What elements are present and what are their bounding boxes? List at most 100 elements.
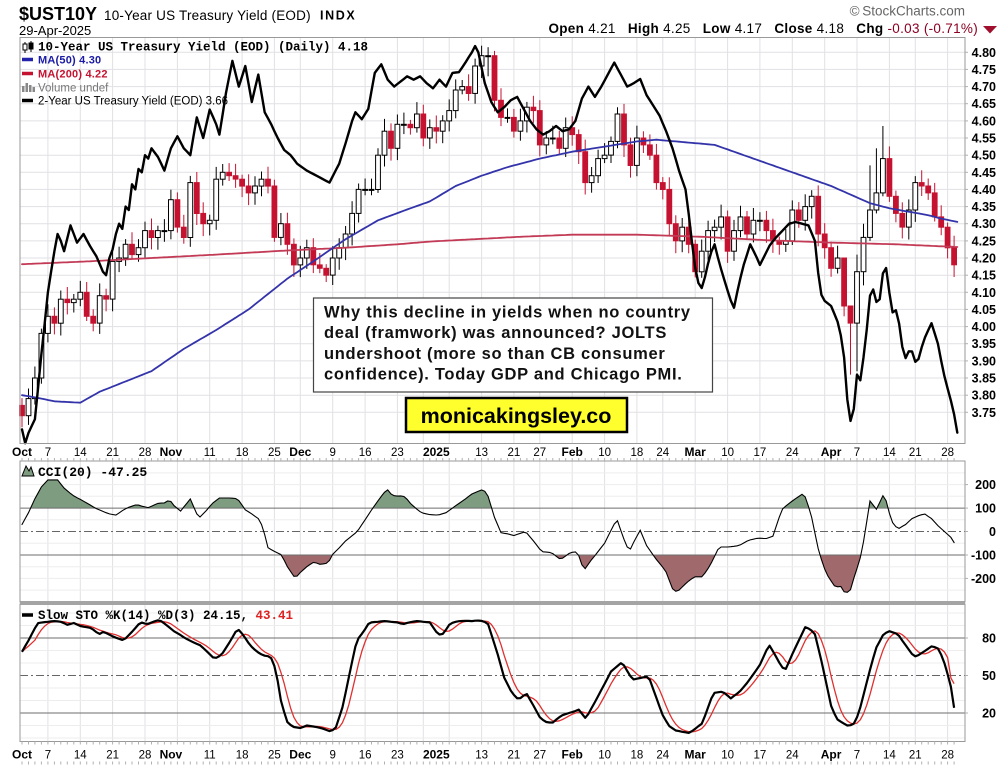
svg-text:4.40: 4.40 — [972, 183, 996, 197]
svg-text:Apr: Apr — [821, 445, 842, 459]
svg-text:4.50: 4.50 — [972, 149, 996, 163]
svg-text:Mar: Mar — [685, 748, 707, 762]
svg-text:Dec: Dec — [289, 445, 311, 459]
svg-text:21: 21 — [106, 447, 119, 459]
svg-text:3.90: 3.90 — [972, 354, 996, 368]
svg-text:18: 18 — [236, 447, 249, 459]
svg-text:13: 13 — [475, 750, 488, 762]
svg-text:monicakingsley.co: monicakingsley.co — [421, 404, 612, 428]
svg-text:11: 11 — [204, 750, 216, 762]
svg-text:10: 10 — [721, 750, 734, 762]
svg-text:200: 200 — [975, 478, 996, 492]
svg-text:4.05: 4.05 — [972, 303, 996, 317]
svg-text:4.75: 4.75 — [972, 63, 996, 77]
svg-text:Feb: Feb — [562, 445, 583, 459]
svg-text:Nov: Nov — [160, 748, 183, 762]
svg-text:11: 11 — [204, 447, 216, 459]
svg-text:28: 28 — [139, 750, 152, 762]
svg-text:7: 7 — [45, 447, 51, 459]
svg-text:Open 4.21 High 4.25 Low 4.: Open 4.21 High 4.25 Low 4.17 Close 4.18 … — [548, 21, 978, 36]
svg-text:7: 7 — [854, 750, 860, 762]
svg-text:-200: -200 — [971, 572, 996, 586]
svg-text:21: 21 — [909, 750, 922, 762]
svg-text:100: 100 — [975, 502, 996, 516]
svg-text:27: 27 — [533, 750, 546, 762]
svg-text:50: 50 — [982, 669, 996, 683]
svg-text:Volume undef: Volume undef — [38, 83, 109, 95]
svg-text:Why this decline in yields whe: Why this decline in yields when no count… — [324, 304, 691, 322]
svg-text:14: 14 — [74, 447, 87, 459]
svg-text:14: 14 — [883, 750, 896, 762]
svg-text:7: 7 — [854, 447, 860, 459]
svg-text:21: 21 — [508, 447, 521, 459]
svg-text:20: 20 — [982, 707, 996, 721]
svg-text:9: 9 — [329, 750, 335, 762]
svg-text:2025: 2025 — [423, 445, 450, 459]
svg-text:3.95: 3.95 — [972, 337, 996, 351]
svg-text:21: 21 — [508, 750, 521, 762]
svg-text:Oct: Oct — [12, 748, 32, 762]
svg-text:10-Year US Treasury Yield (EOD: 10-Year US Treasury Yield (EOD) (Daily) … — [38, 41, 368, 55]
svg-text:10: 10 — [598, 447, 611, 459]
svg-text:4.30: 4.30 — [972, 217, 996, 231]
svg-text:4.00: 4.00 — [972, 320, 996, 334]
svg-text:29-Apr-2025: 29-Apr-2025 — [19, 23, 91, 38]
svg-text:24: 24 — [786, 447, 799, 459]
svg-text:25: 25 — [268, 447, 281, 459]
svg-text:9: 9 — [329, 447, 335, 459]
svg-text:MA(200) 4.22: MA(200) 4.22 — [38, 69, 108, 81]
svg-text:16: 16 — [359, 447, 372, 459]
svg-text:MA(50) 4.30: MA(50) 4.30 — [38, 55, 101, 67]
svg-text:3.80: 3.80 — [972, 389, 996, 403]
svg-text:Dec: Dec — [289, 748, 311, 762]
svg-text:4.70: 4.70 — [972, 80, 996, 94]
svg-text:10-Year US Treasury Yield (EOD: 10-Year US Treasury Yield (EOD) — [104, 8, 311, 23]
svg-text:4.55: 4.55 — [972, 132, 996, 146]
svg-text:INDX: INDX — [320, 9, 356, 23]
svg-text:21: 21 — [909, 447, 922, 459]
svg-text:14: 14 — [883, 447, 896, 459]
svg-text:4.60: 4.60 — [972, 114, 996, 128]
svg-text:2025: 2025 — [423, 748, 450, 762]
svg-text:-100: -100 — [971, 549, 996, 563]
svg-text:28: 28 — [941, 447, 954, 459]
svg-text:$UST10Y: $UST10Y — [19, 4, 97, 24]
svg-text:14: 14 — [74, 750, 87, 762]
svg-text:18: 18 — [631, 750, 644, 762]
svg-text:28: 28 — [941, 750, 954, 762]
svg-text:27: 27 — [533, 447, 546, 459]
svg-text:Slow STO %K(14) %D(3) 24.15, 4: Slow STO %K(14) %D(3) 24.15, 43.41 — [38, 609, 293, 623]
svg-text:0: 0 — [989, 525, 996, 539]
svg-text:3.85: 3.85 — [972, 372, 996, 386]
svg-text:3.75: 3.75 — [972, 406, 996, 420]
svg-text:24: 24 — [786, 750, 799, 762]
svg-text:24: 24 — [656, 750, 669, 762]
svg-text:4.35: 4.35 — [972, 200, 996, 214]
svg-text:18: 18 — [236, 750, 249, 762]
svg-text:Apr: Apr — [821, 748, 842, 762]
svg-text:16: 16 — [359, 750, 372, 762]
svg-text:10: 10 — [721, 447, 734, 459]
svg-text:Mar: Mar — [685, 445, 707, 459]
svg-text:CCI(20) -47.25: CCI(20) -47.25 — [38, 465, 147, 480]
svg-text:© StockCharts.com: © StockCharts.com — [850, 4, 965, 19]
svg-text:13: 13 — [475, 447, 488, 459]
svg-text:23: 23 — [391, 447, 404, 459]
svg-text:4.15: 4.15 — [972, 269, 996, 283]
svg-text:7: 7 — [45, 750, 51, 762]
svg-text:Nov: Nov — [160, 445, 183, 459]
svg-text:10: 10 — [598, 750, 611, 762]
svg-text:4.25: 4.25 — [972, 234, 996, 248]
svg-text:18: 18 — [631, 447, 644, 459]
svg-text:4.20: 4.20 — [972, 252, 996, 266]
svg-text:Feb: Feb — [562, 748, 583, 762]
svg-text:4.80: 4.80 — [972, 46, 996, 60]
svg-text:17: 17 — [754, 447, 767, 459]
svg-text:21: 21 — [106, 750, 119, 762]
svg-text:17: 17 — [754, 750, 767, 762]
svg-text:undershoot (more so than CB co: undershoot (more so than CB consumer — [324, 345, 665, 363]
svg-text:28: 28 — [139, 447, 152, 459]
svg-text:Oct: Oct — [12, 445, 32, 459]
svg-text:24: 24 — [656, 447, 669, 459]
svg-text:23: 23 — [391, 750, 404, 762]
